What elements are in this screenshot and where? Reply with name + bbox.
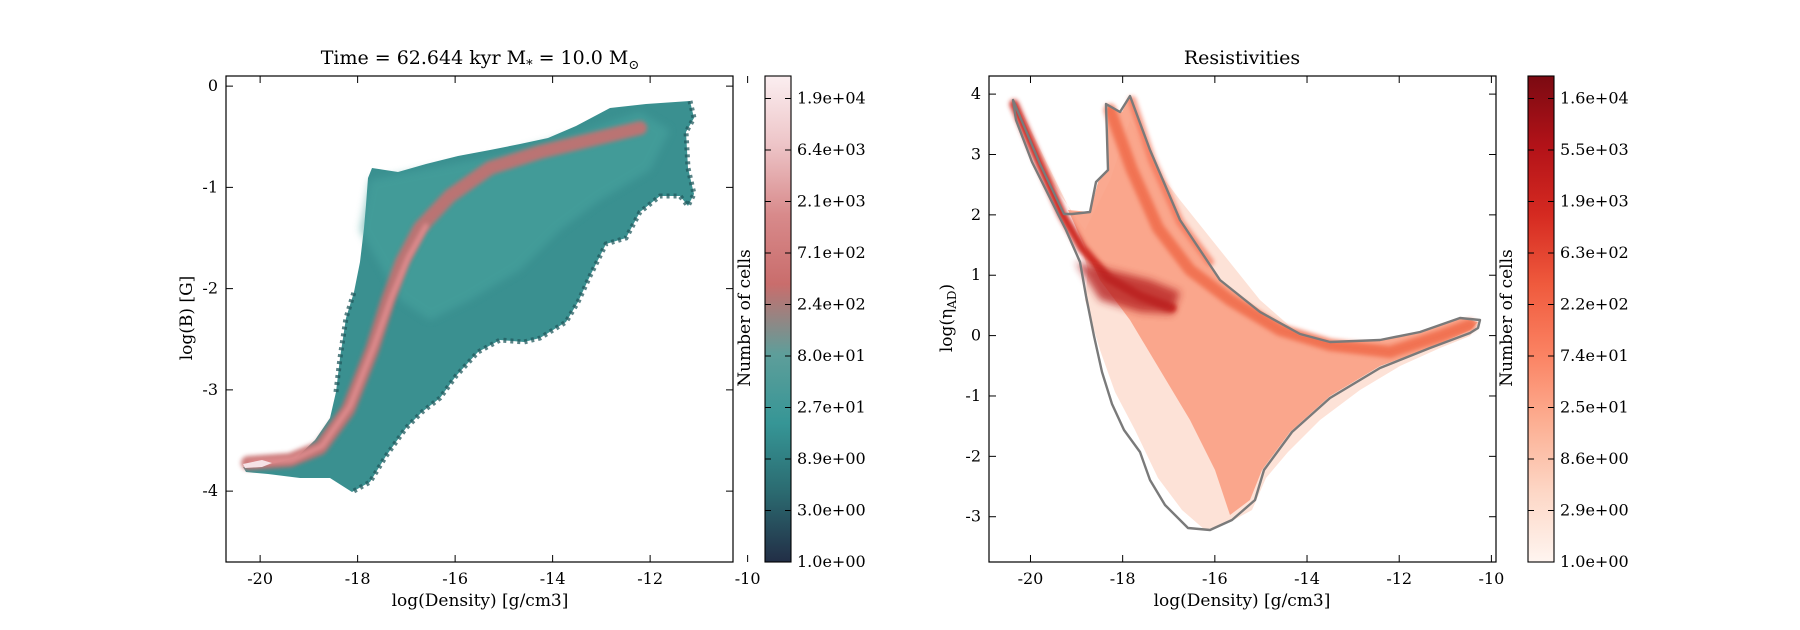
- right-colorbar-tick-label: 8.6e+00: [1560, 449, 1629, 468]
- left-x-tick-label: -20: [247, 569, 273, 588]
- right-x-tick-label: -10: [1479, 569, 1505, 588]
- left-x-tick-label: -16: [442, 569, 468, 588]
- left-colorbar-tick-label: 6.4e+03: [797, 140, 866, 159]
- left-y-label: log(B) [G]: [177, 276, 197, 361]
- left-y-ticks: 0 -1 -2 -3 -4: [202, 76, 733, 500]
- right-colorbar-tick-label: 6.3e+02: [1560, 243, 1629, 262]
- left-x-ticks: -20 -18 -16 -14 -12 -10: [247, 76, 761, 588]
- right-x-tick-label: -18: [1110, 569, 1136, 588]
- right-heatmap: [1009, 94, 1482, 532]
- right-x-tick-label: -20: [1018, 569, 1044, 588]
- right-colorbar: [1527, 75, 1555, 563]
- left-x-tick-label: -10: [735, 569, 761, 588]
- left-plot-panel: Time = 62.644 kyr M* = 10.0 M⊙ -20 -18 -16…: [177, 47, 866, 611]
- left-colorbar-ticks: 1.9e+04 6.4e+03 2.1e+03 7.1e+02 2.4e+02 8.0e+…: [765, 89, 866, 571]
- left-plot-frame: [225, 75, 734, 563]
- left-y-tick-label: -1: [202, 177, 218, 196]
- left-colorbar: [764, 75, 792, 563]
- right-heatmap-streak: [1104, 104, 1476, 359]
- right-x-ticks: -20 -18 -16 -14 -12 -10: [1018, 76, 1505, 588]
- right-y-tick-label: -2: [965, 446, 981, 465]
- right-plot-panel: Resistivities -20 -18 -16 -14 -12 -10 4 3 2 1 0 -1…: [937, 47, 1629, 611]
- right-y-tick-label: 0: [971, 326, 981, 345]
- right-y-label: log(ηAD): [937, 284, 959, 352]
- right-colorbar-tick-label: 1.0e+00: [1560, 552, 1629, 571]
- right-colorbar-tick-label: 1.6e+04: [1560, 89, 1629, 108]
- right-colorbar-tick-label: 2.9e+00: [1560, 501, 1629, 520]
- left-colorbar-tick-label: 2.7e+01: [797, 398, 866, 417]
- right-colorbar-tick-label: 2.2e+02: [1560, 295, 1629, 314]
- left-heatmap-inner: [360, 112, 670, 320]
- left-x-tick-label: -14: [540, 569, 566, 588]
- right-y-tick-label: -3: [965, 507, 981, 526]
- right-colorbar-tick-label: 2.5e+01: [1560, 398, 1629, 417]
- right-heatmap-hotspot: [1076, 262, 1180, 314]
- left-colorbar-tick-label: 2.1e+03: [797, 192, 866, 211]
- right-y-ticks: 4 3 2 1 0 -1 -2 -3: [965, 84, 1496, 526]
- left-x-tick-label: -12: [637, 569, 663, 588]
- left-x-tick-label: -18: [345, 569, 371, 588]
- left-y-tick-label: -2: [202, 279, 218, 298]
- left-heatmap: [241, 100, 697, 495]
- left-heatmap-peak: [243, 460, 272, 468]
- left-heatmap-fringe: [333, 100, 697, 495]
- left-colorbar-tick-label: 3.0e+00: [797, 501, 866, 520]
- left-x-label: log(Density) [g/cm3]: [392, 591, 569, 611]
- right-x-tick-label: -12: [1386, 569, 1412, 588]
- right-colorbar-tick-label: 5.5e+03: [1560, 140, 1629, 159]
- left-colorbar-tick-label: 1.9e+04: [797, 89, 866, 108]
- right-colorbar-tick-label: 7.4e+01: [1560, 346, 1629, 365]
- left-plot-title: Time = 62.644 kyr M* = 10.0 M⊙: [321, 47, 640, 73]
- right-x-tick-label: -14: [1294, 569, 1320, 588]
- right-colorbar-ticks: 1.6e+04 5.5e+03 1.9e+03 6.3e+02 2.2e+02 7.4e+…: [1528, 89, 1629, 571]
- right-colorbar-label: Number of cells: [1497, 249, 1517, 387]
- left-colorbar-tick-label: 1.0e+00: [797, 552, 866, 571]
- right-x-label: log(Density) [g/cm3]: [1154, 591, 1331, 611]
- right-plot-title: Resistivities: [1184, 47, 1300, 69]
- left-y-tick-label: -3: [202, 380, 218, 399]
- right-y-tick-label: 3: [971, 144, 981, 163]
- left-y-tick-label: -4: [202, 481, 218, 500]
- left-colorbar-tick-label: 8.0e+01: [797, 346, 866, 365]
- left-colorbar-tick-label: 8.9e+00: [797, 449, 866, 468]
- right-plot-frame: [988, 75, 1497, 563]
- left-colorbar-label: Number of cells: [735, 249, 755, 387]
- right-heatmap-contour: [1011, 94, 1482, 532]
- right-y-tick-label: -1: [965, 386, 981, 405]
- left-colorbar-tick-label: 7.1e+02: [797, 243, 866, 262]
- left-y-tick-label: 0: [208, 76, 218, 95]
- right-y-tick-label: 2: [971, 205, 981, 224]
- right-y-tick-label: 1: [971, 265, 981, 284]
- right-colorbar-tick-label: 1.9e+03: [1560, 192, 1629, 211]
- left-colorbar-tick-label: 2.4e+02: [797, 295, 866, 314]
- left-heatmap-ridge-core: [249, 223, 429, 466]
- right-y-tick-label: 4: [971, 84, 981, 103]
- right-x-tick-label: -16: [1202, 569, 1228, 588]
